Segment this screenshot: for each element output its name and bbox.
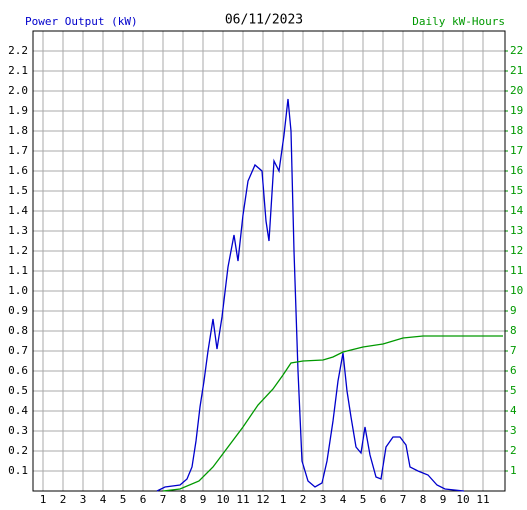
y2-tick-label: 3	[510, 424, 517, 437]
y2-tick-label: 18	[510, 124, 523, 137]
x-tick-label: 5	[120, 493, 127, 506]
y2-tick-label: 13	[510, 224, 523, 237]
y2-tick-label: 22	[510, 44, 523, 57]
x-tick-label: 7	[160, 493, 167, 506]
x-tick-label: 9	[200, 493, 207, 506]
y2-tick-label: 21	[510, 64, 523, 77]
y2-tick-label: 8	[510, 324, 517, 337]
y-tick-label: 0.7	[8, 344, 28, 357]
y-tick-label: 1.9	[8, 104, 28, 117]
y2-tick-label: 19	[510, 104, 523, 117]
x-tick-label: 3	[320, 493, 327, 506]
y-tick-label: 2.1	[8, 64, 28, 77]
y2-tick-label: 2	[510, 444, 517, 457]
x-tick-label: 2	[300, 493, 307, 506]
y2-tick-label: 7	[510, 344, 517, 357]
x-tick-label: 1	[280, 493, 287, 506]
chart-title: 06/11/2023	[225, 13, 303, 28]
y-tick-label: 1.5	[8, 184, 28, 197]
y-tick-label: 1.0	[8, 284, 28, 297]
y2-tick-label: 6	[510, 364, 517, 377]
y2-tick-label: 5	[510, 384, 517, 397]
y-tick-label: 0.6	[8, 364, 28, 377]
y-tick-label: 1.1	[8, 264, 28, 277]
x-tick-label: 1	[40, 493, 47, 506]
x-tick-label: 4	[100, 493, 107, 506]
x-tick-label: 10	[456, 493, 469, 506]
x-tick-label: 7	[400, 493, 407, 506]
x-tick-label: 6	[380, 493, 387, 506]
y2-tick-label: 16	[510, 164, 523, 177]
x-tick-label: 8	[420, 493, 427, 506]
x-tick-label: 5	[360, 493, 367, 506]
y-tick-label: 0.2	[8, 444, 28, 457]
y-tick-label: 0.8	[8, 324, 28, 337]
y2-tick-label: 4	[510, 404, 517, 417]
y2-tick-label: 14	[510, 204, 524, 217]
x-tick-label: 11	[236, 493, 249, 506]
y2-tick-label: 20	[510, 84, 523, 97]
y-tick-label: 1.4	[8, 204, 28, 217]
x-tick-label: 2	[60, 493, 67, 506]
y-tick-label: 2.0	[8, 84, 28, 97]
y-tick-label: 1.3	[8, 224, 28, 237]
x-tick-label: 10	[216, 493, 229, 506]
x-tick-label: 9	[440, 493, 447, 506]
y2-tick-label: 9	[510, 304, 517, 317]
y-tick-label: 0.5	[8, 384, 28, 397]
x-tick-label: 12	[256, 493, 269, 506]
y-tick-label: 1.6	[8, 164, 28, 177]
plot-border	[32, 30, 506, 492]
x-tick-label: 8	[180, 493, 187, 506]
y2-tick-label: 11	[510, 264, 523, 277]
y-tick-label: 0.9	[8, 304, 28, 317]
y-tick-label: 2.2	[8, 44, 28, 57]
y-axis-title: Power Output (kW)	[25, 15, 138, 28]
y-tick-label: 1.8	[8, 124, 28, 137]
y2-tick-label: 10	[510, 284, 523, 297]
y-tick-label: 1.7	[8, 144, 28, 157]
y2-tick-label: 1	[510, 464, 517, 477]
y-tick-label: 0.4	[8, 404, 28, 417]
series-line	[162, 335, 503, 492]
y-tick-label: 0.1	[8, 464, 28, 477]
y2-tick-label: 17	[510, 144, 523, 157]
series-line	[156, 98, 465, 492]
y-tick-label: 0.3	[8, 424, 28, 437]
x-tick-label: 6	[140, 493, 147, 506]
y2-tick-label: 15	[510, 184, 523, 197]
x-tick-label: 4	[340, 493, 347, 506]
x-tick-label: 3	[80, 493, 87, 506]
y2-axis-title: Daily kW-Hours	[412, 15, 505, 28]
y2-tick-label: 12	[510, 244, 523, 257]
x-tick-label: 11	[476, 493, 489, 506]
y-tick-label: 1.2	[8, 244, 28, 257]
